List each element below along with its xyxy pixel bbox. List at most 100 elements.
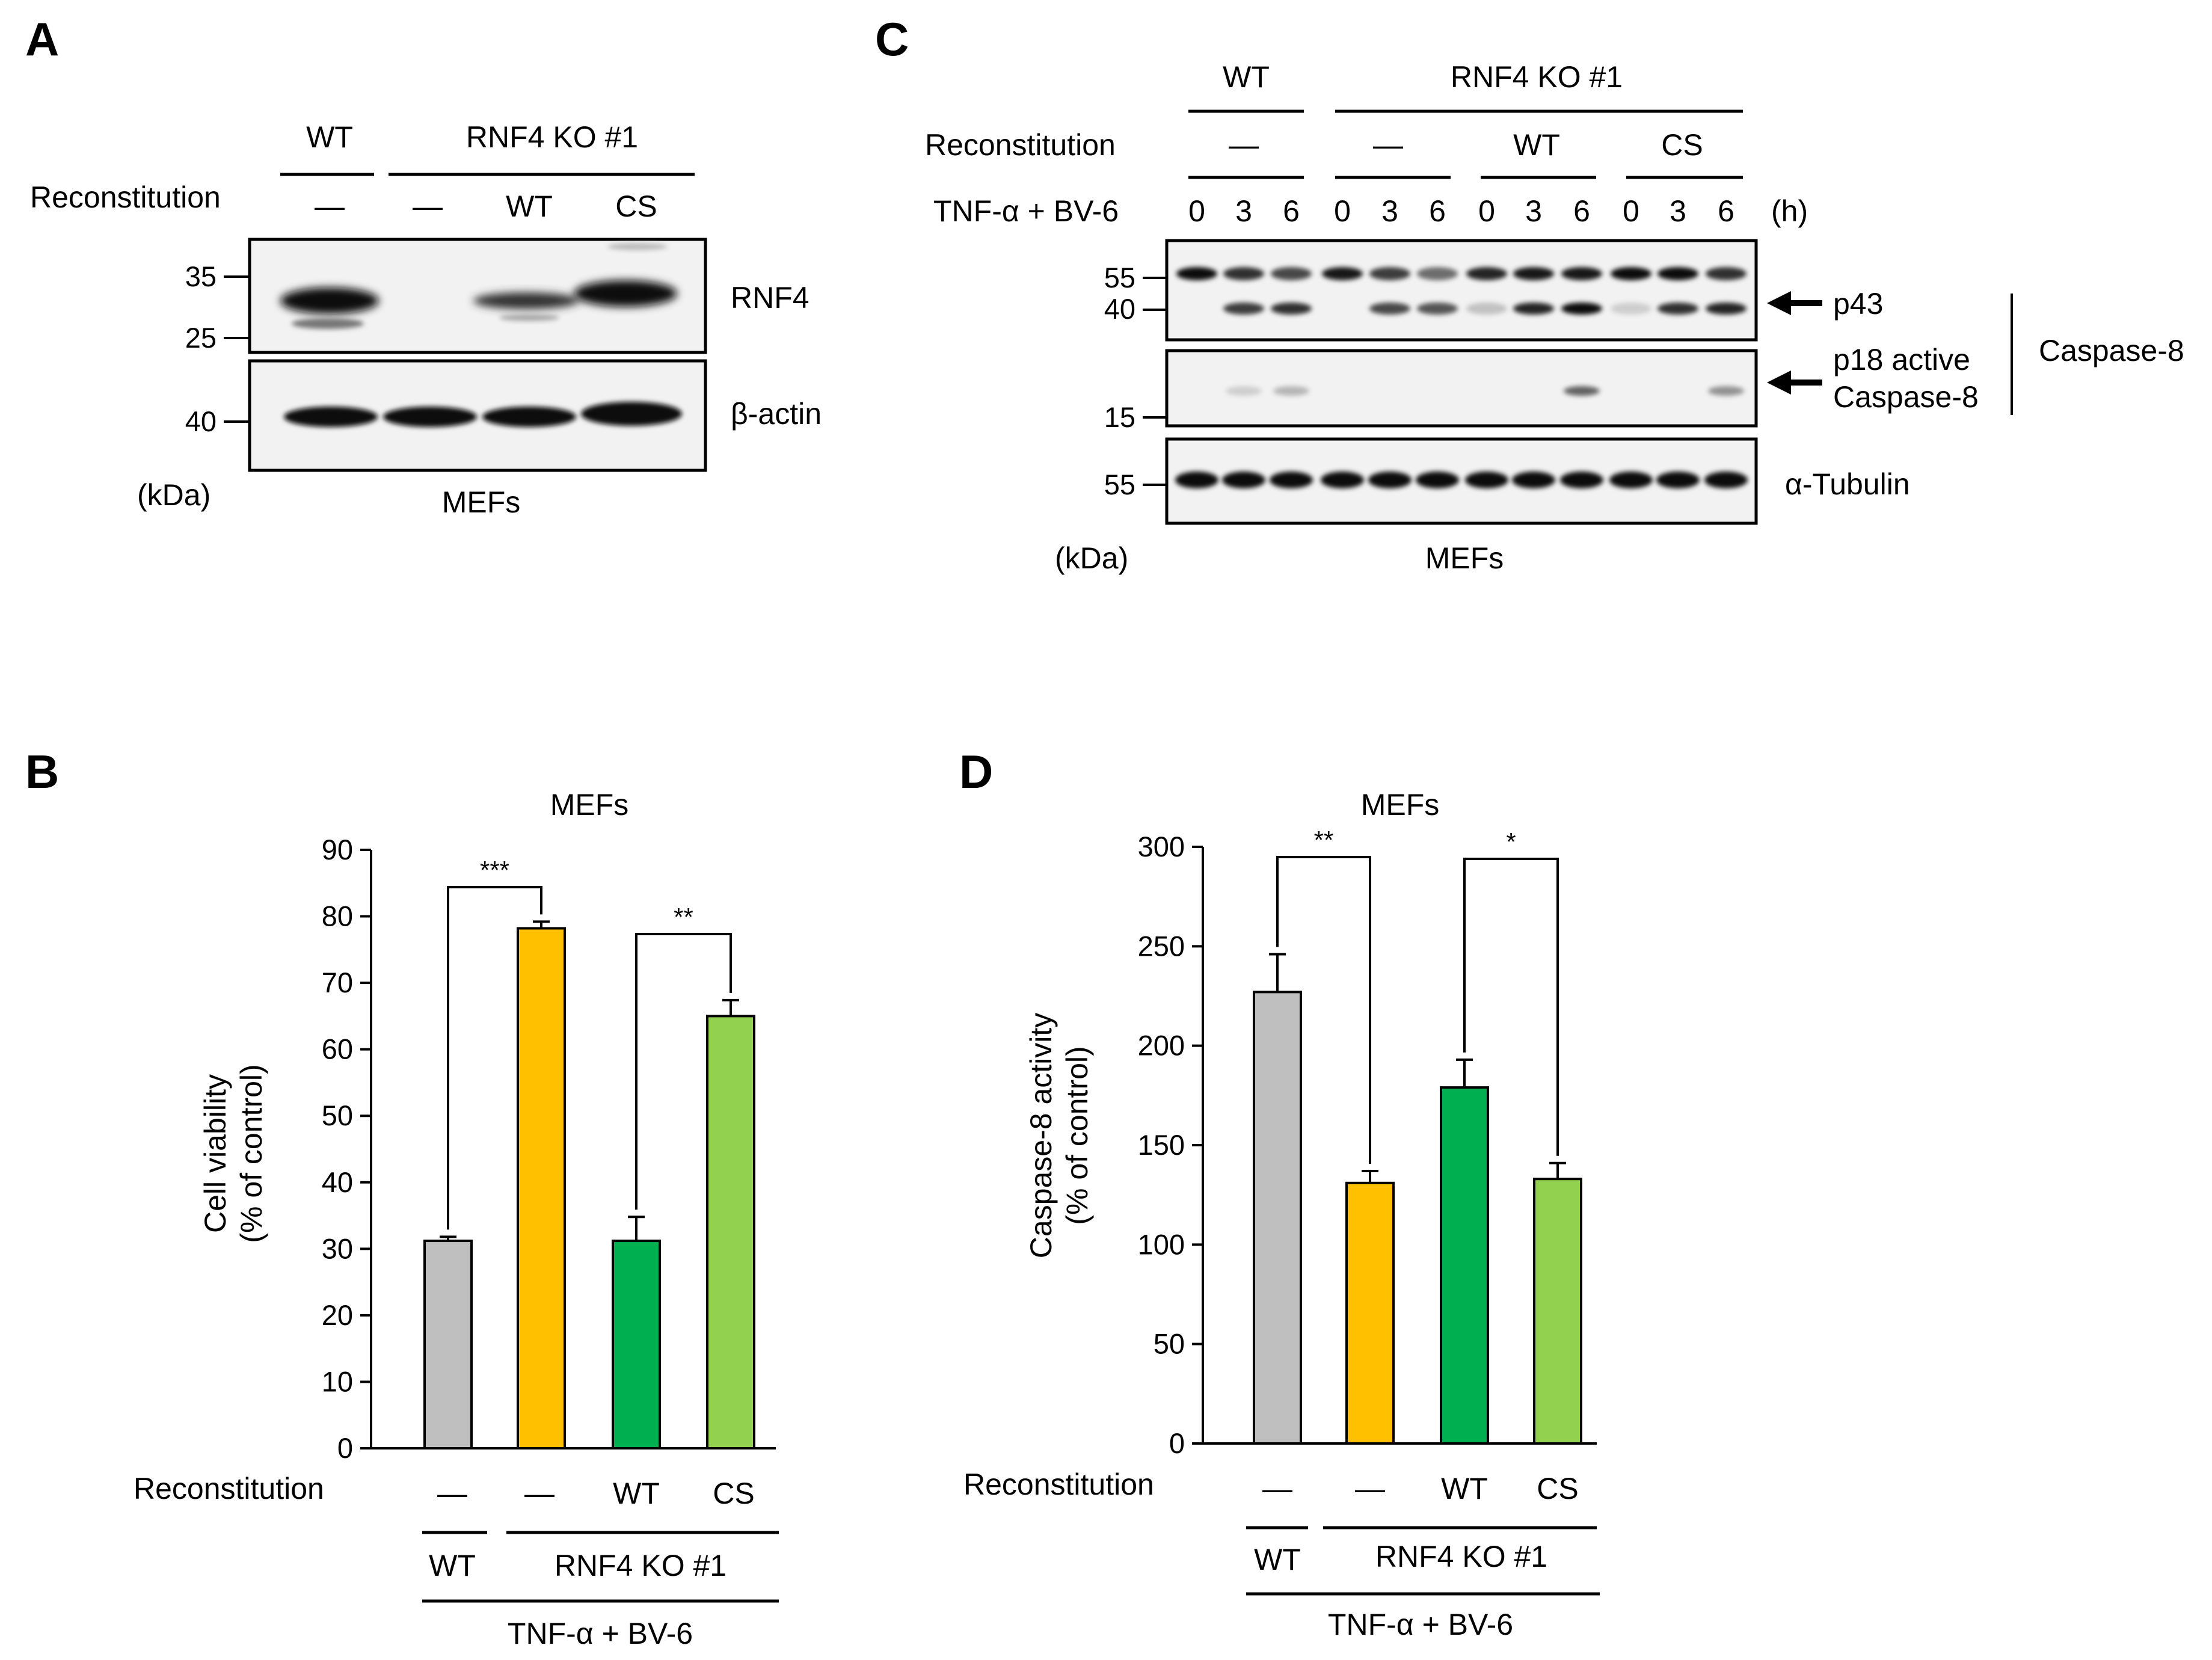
blot-band [1656,472,1700,488]
blot-band [1611,267,1651,280]
panel-c-tubulin-label: α-Tubulin [1785,467,1910,501]
significance-bracket [447,886,542,1230]
chart-b-ylabel-line1: Cell viability [198,1074,232,1233]
panel-a-header-ko: RNF4 KO #1 [466,120,638,154]
y-tick-label: 60 [322,1033,353,1065]
blot-band [607,243,668,250]
panel-c-p18-label-line1: p18 active [1833,343,1970,377]
blot-band [1561,303,1602,315]
blot-band [1706,267,1747,280]
blot-band [574,280,677,307]
y-tick-label: 250 [1138,930,1185,962]
blot-band [1657,303,1698,315]
panel-d-lane-label: — [1355,1472,1385,1505]
panel-c-timepoint: 0 [1188,194,1205,228]
y-tick-label: 300 [1138,831,1185,862]
panel-c-header-ko: RNF4 KO #1 [1451,60,1623,94]
panel-a-cell-label: MEFs [442,485,521,519]
blot-band [1657,267,1698,280]
panel-a-marker: 40 [185,405,217,437]
blot-band [1704,472,1748,488]
blot-band [1417,303,1458,315]
chart-b-ylabel-line2: (% of control) [235,1064,268,1243]
bar [1533,1178,1582,1445]
panel-a-header-wt: WT [306,120,353,154]
y-tick-label: 50 [322,1099,353,1131]
blot-band [1513,267,1554,280]
blot-band [1321,472,1364,488]
panel-c-p43-label: p43 [1833,287,1883,321]
blot-band [1560,472,1603,488]
significance-label: * [1506,828,1516,856]
panel-b-lane-label: WT [613,1477,660,1510]
blot-band [1706,303,1747,315]
panel-d-treatment: TNF-α + BV-6 [1328,1608,1513,1641]
panel-c-tubulin-bands [1175,472,1748,488]
blot-band [499,314,559,321]
blot-band [1416,472,1459,488]
blot-band [473,292,579,309]
panel-d-letter: D [959,745,993,798]
panel-d-lane-label: — [1262,1472,1292,1505]
chart-d-ylabel-line1: Caspase-8 activity [1024,1013,1058,1259]
y-tick-label: 90 [322,834,353,865]
bar [517,927,566,1449]
y-tick-label: 30 [322,1232,353,1264]
y-tick-label: 0 [337,1432,353,1464]
significance-bracket [1463,858,1559,1156]
bar [1253,991,1302,1445]
blot-band [1708,386,1744,396]
y-tick-label: 150 [1138,1129,1185,1161]
panel-a-lane-label: — [413,189,443,223]
blot-band [1271,303,1312,315]
panel-c-group-label: — [1229,128,1259,162]
panel-b-lane-label: — [524,1477,555,1510]
blot-band [1417,267,1458,280]
panel-c-header-wt: WT [1223,60,1270,94]
panel-c-timepoint: 0 [1334,194,1351,228]
panel-c-reconstitution-label: Reconstitution [925,128,1116,162]
blot-band [1465,472,1508,488]
blot-band [292,318,364,329]
panel-c-group-label: WT [1513,128,1560,162]
y-tick-label: 40 [322,1166,353,1198]
blot-band [1564,386,1600,396]
panel-c-letter: C [875,13,909,66]
blot-band [1611,303,1651,315]
bar [1345,1181,1395,1445]
panel-b-reconstitution-label: Reconstitution [134,1472,324,1505]
panel-c-caspase-blot [1165,239,1758,342]
panel-c-timepoint: 3 [1525,194,1542,228]
panel-a-lane-label: WT [506,189,553,223]
panel-a-lane-label: — [315,189,345,223]
blot-band [1512,472,1555,488]
panel-b-treatment: TNF-α + BV-6 [508,1617,693,1650]
panel-c-timepoint: 6 [1429,194,1446,228]
blot-band [284,407,378,427]
panel-c-timepoint: 0 [1478,194,1495,228]
panel-c-group-label: CS [1661,128,1703,162]
panel-c-p43-arrow [1767,291,1822,315]
panel-b: B MEFs Cell viability (% of control) 0 10… [25,745,779,1650]
panel-a-marker: 35 [185,260,217,292]
blot-band [1223,303,1264,315]
panel-a: A WT RNF4 KO #1 Reconstitution — — WT CS… [25,13,822,519]
panel-a-actin-bands [284,402,682,427]
panel-c-marker: 40 [1104,293,1135,325]
significance-label: *** [480,856,509,884]
panel-c-caspase-bracket-label: Caspase-8 [2039,334,2184,367]
chart-d-title: MEFs [1361,788,1440,822]
panel-c: C WT RNF4 KO #1 Reconstitution — — WT CS… [875,13,2184,575]
panel-a-letter: A [25,13,59,66]
blot-band [1223,267,1264,280]
panel-c-marker: 55 [1104,262,1135,294]
panel-b-group-wt: WT [429,1549,476,1582]
y-tick-label: 100 [1138,1228,1185,1260]
panel-d-group-wt: WT [1254,1543,1301,1576]
blot-band [1513,303,1554,315]
panel-a-marker: 25 [185,322,217,354]
panel-d: D MEFs Caspase-8 activity (% of control)… [959,745,1600,1641]
